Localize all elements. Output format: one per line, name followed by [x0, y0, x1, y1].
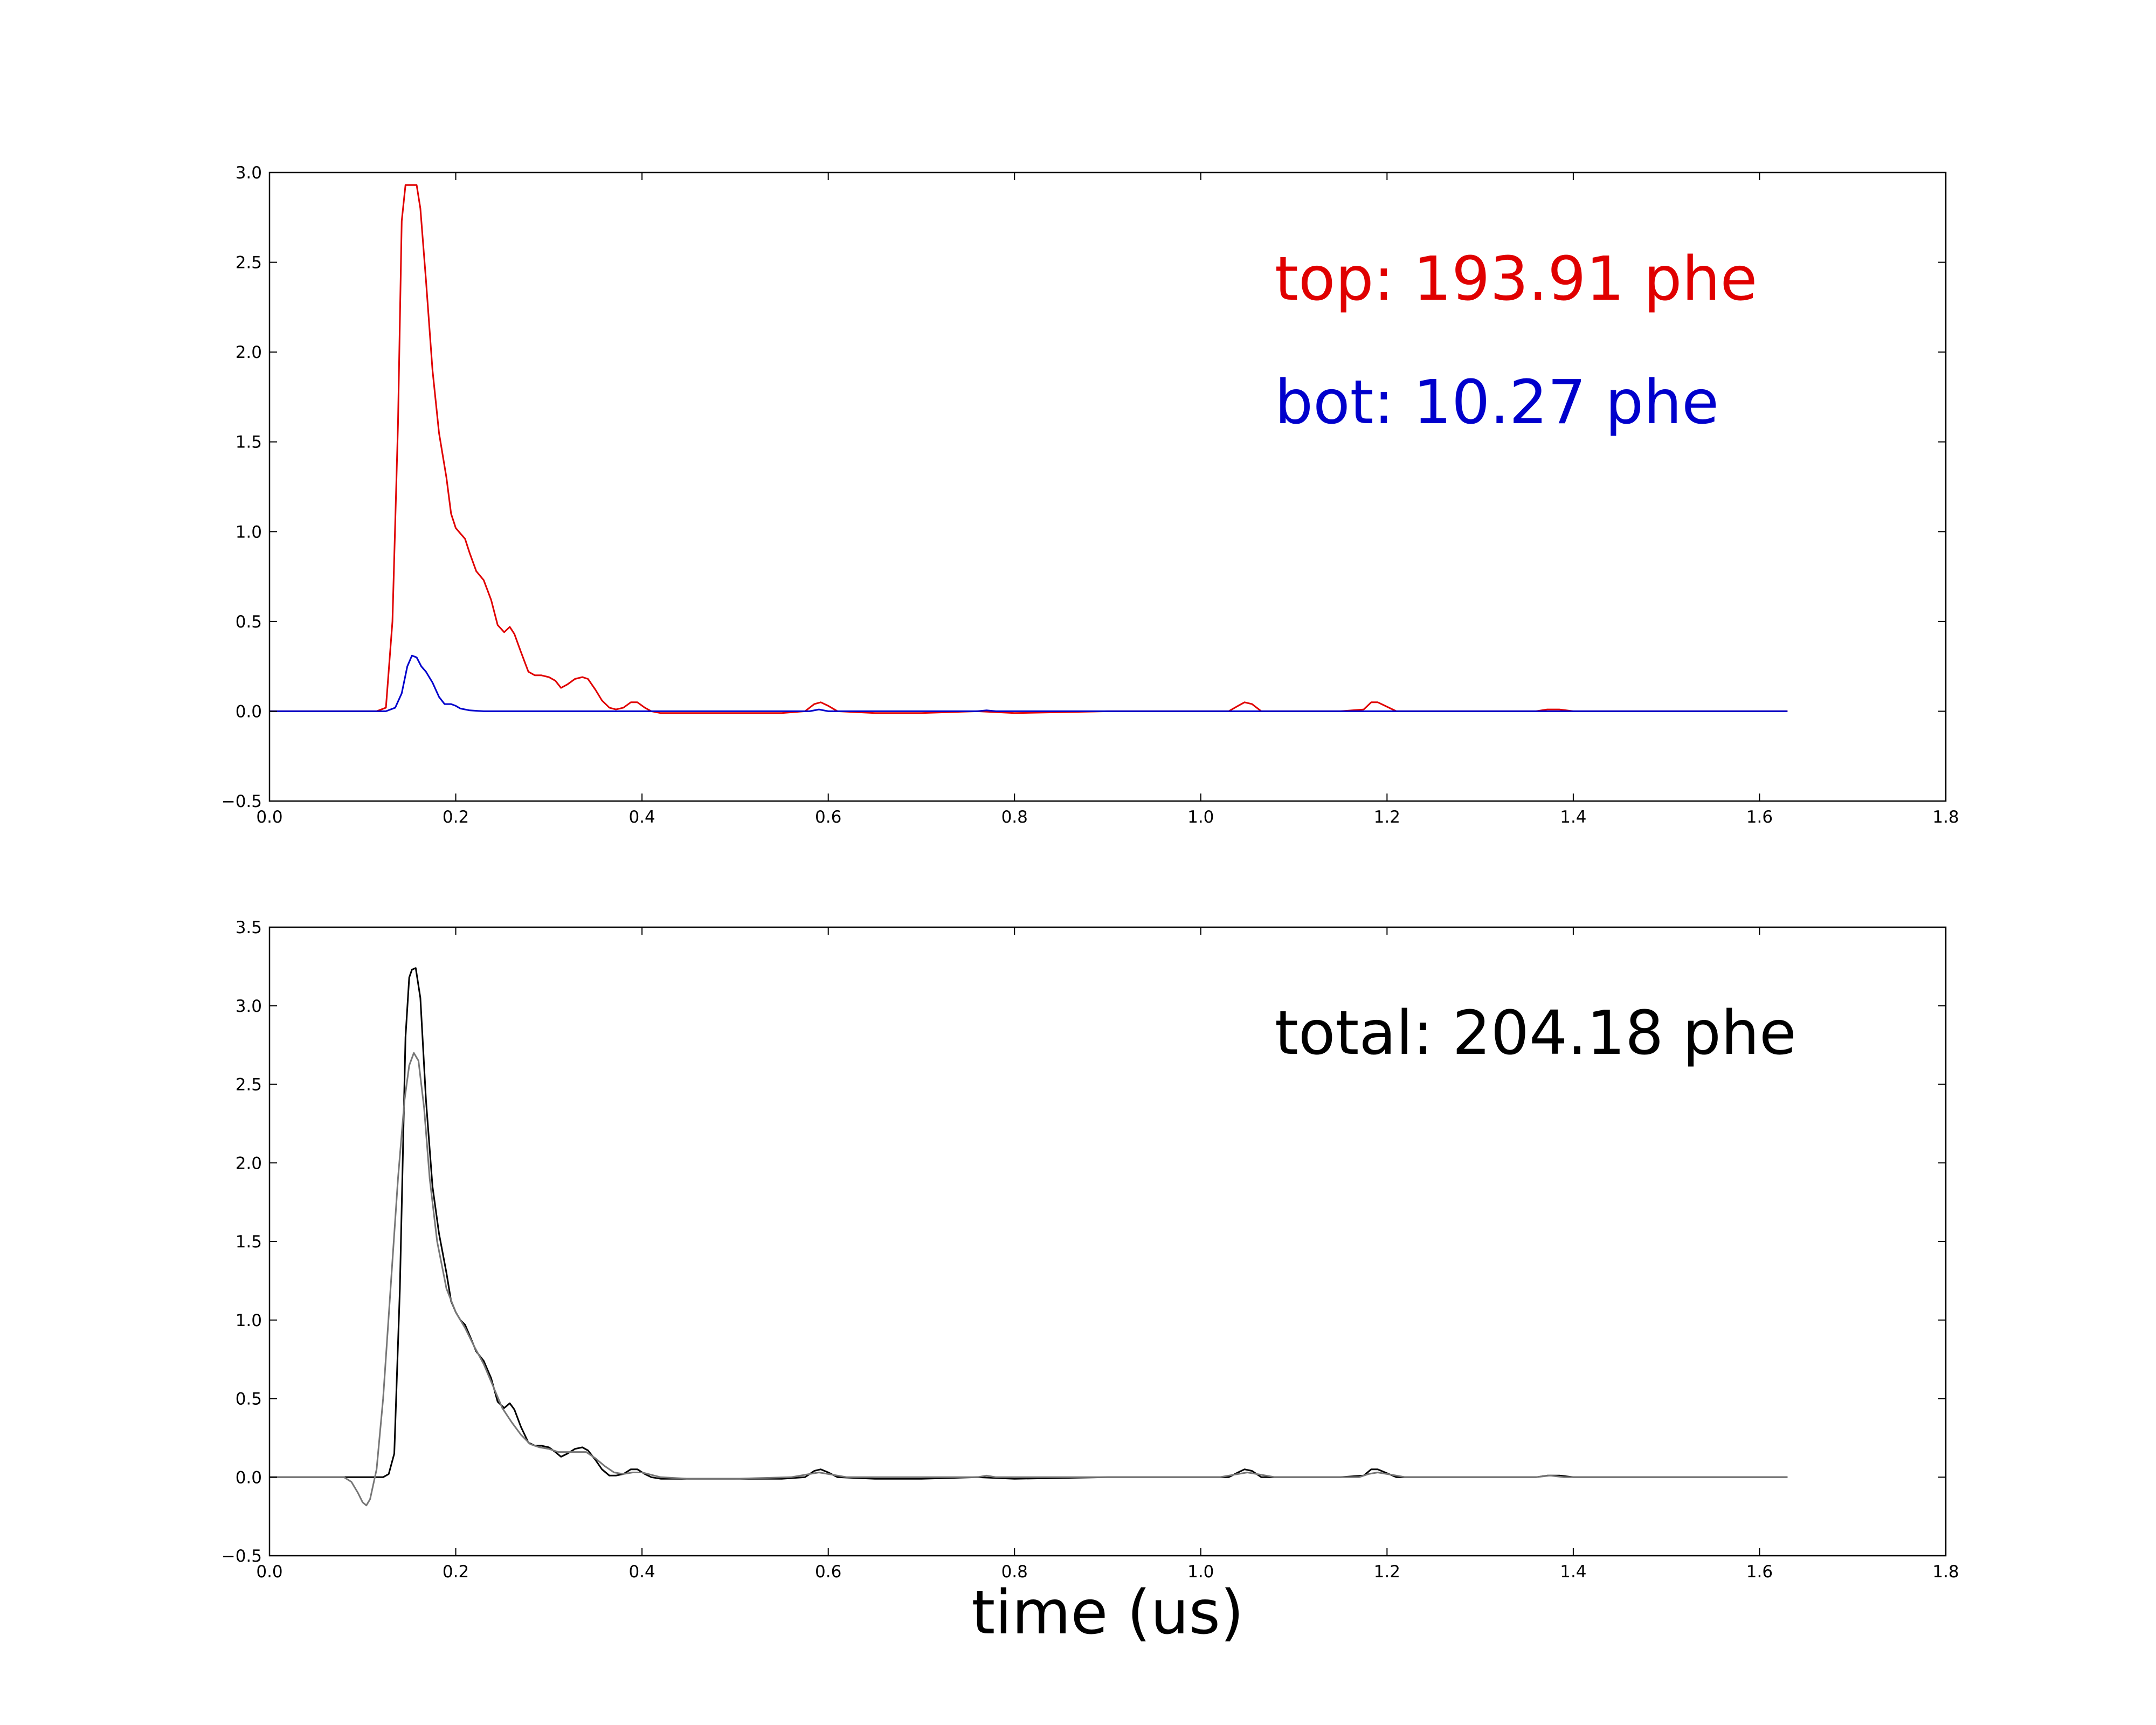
bottom-x-tick-label: 0.8 [1001, 1562, 1028, 1582]
bottom-y-tick-label: 1.0 [236, 1311, 262, 1330]
top-y-tick-label: 1.5 [236, 433, 262, 452]
top-x-tick-label: 1.8 [1932, 808, 1959, 827]
bottom-y-tick-label: −0.5 [222, 1547, 262, 1566]
top-series-line-1 [270, 654, 1788, 712]
bottom-panel-ticks: 0.0 0.2 0.4 0.6 0.8 1.0 1.2 1.4 1.6 1.8−0.50.00.5… [222, 918, 1959, 1582]
top-panel-series [270, 184, 1788, 714]
bottom-y-tick-label: 0.5 [236, 1390, 262, 1409]
bottom-x-tick-label: 0.4 [628, 1562, 655, 1582]
bottom-series-line-1 [270, 1052, 1788, 1507]
top-panel-ticks: 0.0 0.2 0.4 0.6 0.8 1.0 1.2 1.4 1.6 1.8−0.50.00.5… [222, 163, 1959, 827]
top-x-tick-label: 0.6 [815, 808, 841, 827]
top-y-tick-label: 2.5 [236, 253, 262, 273]
top-panel-frame [268, 171, 1947, 802]
bottom-x-tick-label: 1.8 [1932, 1562, 1959, 1582]
top-y-tick-label: 2.0 [236, 343, 262, 362]
top-x-tick-label: 0.8 [1001, 808, 1028, 827]
bottom-panel-series [270, 967, 1788, 1507]
bottom-y-tick-label: 0.0 [236, 1468, 262, 1487]
bottom-y-tick-label: 2.0 [236, 1154, 262, 1173]
total-annotation: total: 204.18 phe [1275, 998, 1796, 1068]
top-x-tick-label: 1.6 [1746, 808, 1773, 827]
top-x-tick-label: 0.0 [256, 808, 282, 827]
top-panel: 0.0 0.2 0.4 0.6 0.8 1.0 1.2 1.4 1.6 1.8−0.50.00.5… [222, 163, 1959, 827]
bottom-y-tick-label: 2.5 [236, 1075, 262, 1095]
top-y-tick-label: 1.0 [236, 522, 262, 542]
bottom-x-tick-label: 1.0 [1187, 1562, 1214, 1582]
bottom-y-tick-label: 1.5 [236, 1232, 262, 1252]
bottom-x-tick-label: 1.6 [1746, 1562, 1773, 1582]
top-x-tick-label: 0.4 [628, 808, 655, 827]
bottom-panel: 0.0 0.2 0.4 0.6 0.8 1.0 1.2 1.4 1.6 1.8−0.50.00.5… [222, 918, 1959, 1648]
bot-annotation: bot: 10.27 phe [1275, 368, 1719, 438]
bottom-x-tick-label: 1.4 [1560, 1562, 1586, 1582]
top-x-tick-label: 1.4 [1560, 808, 1586, 827]
top-x-tick-label: 1.0 [1187, 808, 1214, 827]
top-y-tick-label: 3.0 [236, 163, 262, 183]
bottom-x-tick-label: 0.6 [815, 1562, 841, 1582]
bottom-x-tick-label: 0.0 [256, 1562, 282, 1582]
top-x-tick-label: 0.2 [443, 808, 469, 827]
top-annotation: top: 193.91 phe [1275, 244, 1757, 314]
bottom-x-tick-label: 0.2 [443, 1562, 469, 1582]
bottom-y-tick-label: 3.0 [236, 997, 262, 1016]
bottom-y-tick-label: 3.5 [236, 918, 262, 937]
top-y-tick-label: 0.5 [236, 612, 262, 632]
x-axis-label: time (us) [971, 1578, 1243, 1648]
top-x-tick-label: 1.2 [1374, 808, 1400, 827]
bottom-x-tick-label: 1.2 [1374, 1562, 1400, 1582]
top-y-tick-label: 0.0 [236, 702, 262, 721]
top-y-tick-label: −0.5 [222, 792, 262, 811]
